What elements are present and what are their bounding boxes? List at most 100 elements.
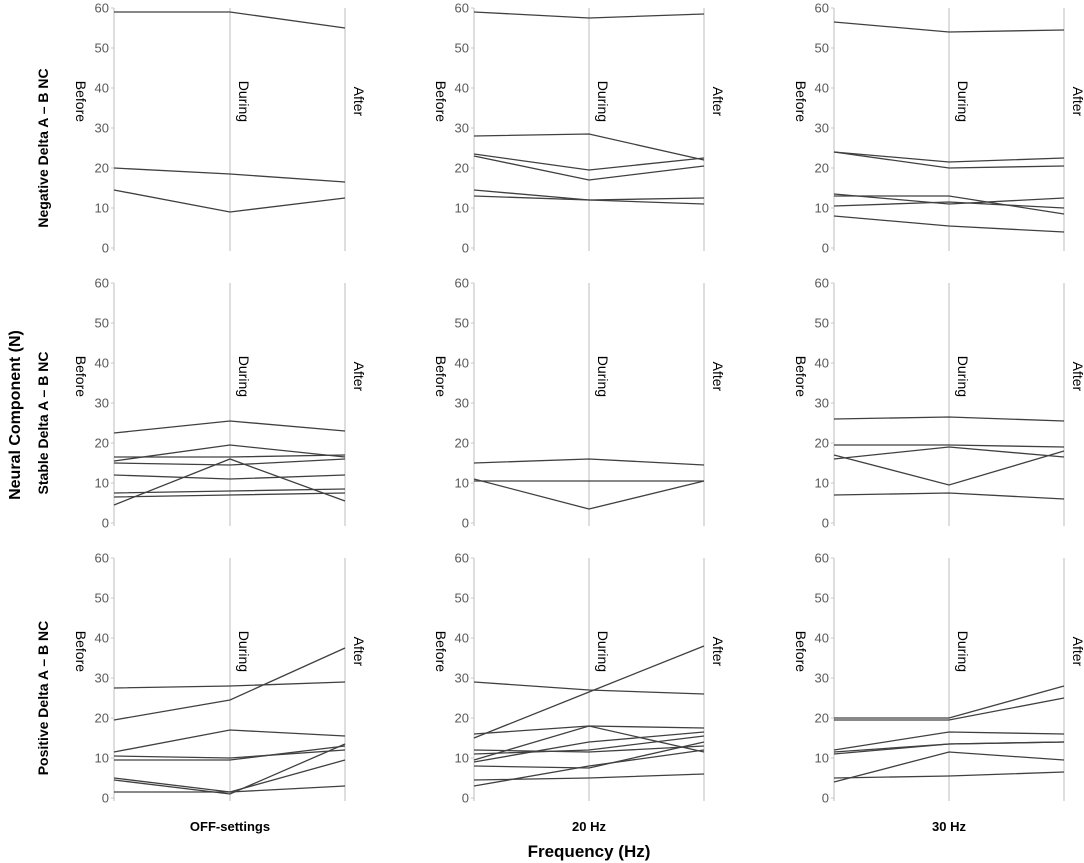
subject-line: [113, 743, 346, 795]
subject-line: [473, 749, 705, 787]
timepoint-label-after: After: [351, 362, 367, 392]
y-tick-label: 60: [95, 1, 109, 16]
subject-line: [473, 478, 705, 510]
subject-line: [113, 458, 346, 466]
y-tick-label: 40: [95, 356, 109, 371]
y-tick-label: 40: [95, 631, 109, 646]
y-tick-label: 30: [815, 671, 829, 686]
subject-line: [833, 416, 1065, 422]
y-tick-label: 30: [455, 396, 469, 411]
subject-line: [473, 458, 705, 466]
subject-line: [473, 155, 705, 181]
timepoint-label-during: During: [955, 81, 971, 122]
timepoint-label-before: Before: [433, 356, 449, 397]
subject-line: [833, 151, 1065, 169]
y-tick-label: 50: [455, 316, 469, 331]
timepoint-label-during: During: [595, 631, 611, 672]
subject-line: [833, 201, 1065, 209]
panel-r2-c3: 0 10 20 30 40 50 60 Before During After: [793, 276, 1084, 531]
y-tick-label: 0: [822, 516, 829, 531]
subject-line: [114, 745, 346, 761]
timepoint-label-after: After: [710, 87, 726, 117]
subject-line: [473, 195, 705, 205]
y-tick-label: 40: [815, 631, 829, 646]
y-tick-label: 50: [455, 591, 469, 606]
panel-r3-c2: 0 10 20 30 40 50 60 Before During After: [433, 551, 726, 806]
y-tick-label: 20: [815, 161, 829, 176]
timepoint-label-before: Before: [793, 631, 809, 672]
subject-line: [833, 446, 1065, 460]
y-tick-label: 60: [815, 1, 829, 16]
timepoint-label-before: Before: [73, 81, 89, 122]
subject-line: [834, 195, 1065, 215]
y-tick-label: 20: [455, 436, 469, 451]
timepoint-label-after: After: [1070, 362, 1084, 392]
timepoint-label-after: After: [710, 637, 726, 667]
subject-line: [833, 215, 1065, 233]
panel-r2-c2: 0 10 20 30 40 50 60 Before During After: [433, 276, 726, 531]
subject-line: [113, 167, 346, 183]
y-tick-label: 0: [822, 241, 829, 256]
y-tick-label: 60: [455, 551, 469, 566]
timepoint-label-during: During: [236, 631, 252, 672]
subject-line: [113, 458, 346, 506]
y-tick-label: 60: [815, 276, 829, 291]
subject-line: [473, 735, 705, 755]
subject-line: [473, 645, 705, 739]
y-tick-label: 30: [815, 396, 829, 411]
y-tick-label: 10: [455, 751, 469, 766]
subject-line: [833, 193, 1065, 205]
subject-line: [113, 729, 346, 753]
y-tick-label: 60: [815, 551, 829, 566]
panel-r3-c1: 0 10 20 30 40 50 60 Before During After: [73, 551, 367, 806]
y-tick-label: 20: [95, 161, 109, 176]
y-tick-label: 10: [815, 751, 829, 766]
y-tick-label: 10: [815, 201, 829, 216]
subject-line: [473, 681, 705, 695]
timepoint-label-during: During: [595, 81, 611, 122]
y-tick-label: 20: [455, 711, 469, 726]
y-tick-label: 0: [102, 241, 109, 256]
subject-line: [833, 492, 1065, 500]
x-axis-title: Frequency (Hz): [528, 842, 651, 861]
y-tick-label: 40: [455, 356, 469, 371]
timepoint-label-during: During: [955, 356, 971, 397]
subject-line: [113, 749, 346, 759]
column-label: 20 Hz: [572, 819, 606, 834]
subject-line: [833, 21, 1065, 33]
timepoint-label-before: Before: [433, 81, 449, 122]
y-tick-label: 0: [462, 241, 469, 256]
subject-line: [473, 153, 705, 171]
y-tick-label: 60: [95, 276, 109, 291]
y-tick-label: 10: [815, 476, 829, 491]
subject-line: [473, 725, 705, 761]
y-tick-label: 0: [102, 516, 109, 531]
y-tick-label: 50: [455, 41, 469, 56]
y-tick-label: 50: [95, 316, 109, 331]
timepoint-label-before: Before: [73, 356, 89, 397]
timepoint-label-after: After: [351, 637, 367, 667]
y-tick-label: 0: [462, 791, 469, 806]
timepoint-label-before: Before: [433, 631, 449, 672]
subject-line: [833, 151, 1065, 163]
subject-line: [114, 785, 346, 793]
subject-line: [473, 133, 705, 161]
subject-line: [113, 488, 346, 494]
subject-line: [114, 454, 346, 458]
y-tick-label: 40: [815, 81, 829, 96]
panel-r1-c2: 0 10 20 30 40 50 60 Before During After: [433, 1, 726, 256]
row-label: Stable Delta A – B NC: [35, 352, 51, 495]
y-tick-label: 0: [462, 516, 469, 531]
y-tick-label: 40: [815, 356, 829, 371]
timepoint-label-during: During: [236, 81, 252, 122]
y-tick-label: 30: [455, 671, 469, 686]
panel-r3-c3: 0 10 20 30 40 50 60 Before During After: [793, 551, 1084, 806]
y-tick-label: 60: [95, 551, 109, 566]
y-tick-label: 20: [815, 711, 829, 726]
timepoint-label-during: During: [236, 356, 252, 397]
subject-line: [473, 745, 705, 753]
subject-line: [473, 11, 705, 19]
y-tick-label: 10: [455, 201, 469, 216]
subject-line: [833, 741, 1065, 753]
